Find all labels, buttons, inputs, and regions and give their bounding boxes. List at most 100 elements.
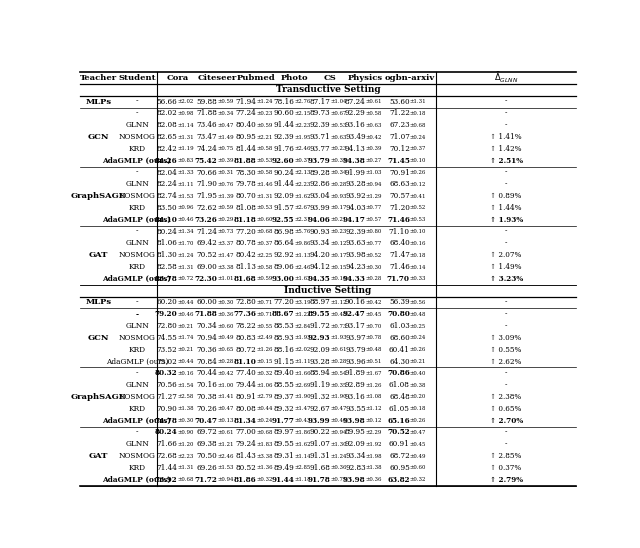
Text: ±0.90: ±0.90: [177, 430, 194, 435]
Text: -: -: [136, 227, 138, 236]
Text: 70.12: 70.12: [389, 145, 410, 153]
Text: ±0.72: ±0.72: [177, 276, 194, 281]
Text: -: -: [505, 98, 508, 106]
Text: ±0.47: ±0.47: [410, 430, 426, 435]
Text: ±0.28: ±0.28: [330, 359, 347, 364]
Text: 70.56: 70.56: [157, 381, 177, 389]
Text: -: -: [505, 381, 508, 389]
Text: ±0.76: ±0.76: [218, 182, 234, 187]
Text: ±0.48: ±0.48: [365, 347, 382, 352]
Text: 82.24: 82.24: [157, 180, 177, 189]
Text: ±1.31: ±1.31: [177, 265, 194, 270]
Text: 69.00: 69.00: [196, 263, 218, 271]
Text: ±0.55: ±0.55: [256, 324, 273, 329]
Text: ±0.36: ±0.36: [365, 477, 382, 482]
Text: 80.70: 80.70: [236, 192, 256, 200]
Text: ±0.14: ±0.14: [410, 265, 426, 270]
Text: ±0.71: ±0.71: [256, 300, 273, 305]
Text: 92.09: 92.09: [345, 440, 365, 448]
Text: ±0.23: ±0.23: [330, 146, 347, 151]
Text: 90.60: 90.60: [273, 110, 294, 117]
Text: ±1.36: ±1.36: [256, 465, 273, 470]
Text: 84.26: 84.26: [155, 157, 177, 165]
Text: AdaGMLP (ours): AdaGMLP (ours): [102, 216, 172, 224]
Text: 81.43: 81.43: [236, 452, 256, 460]
Text: 81.68: 81.68: [234, 275, 256, 283]
Text: GraphSAGE: GraphSAGE: [71, 192, 126, 200]
Text: 94.23: 94.23: [345, 263, 365, 271]
Text: ↑ 2.38%: ↑ 2.38%: [490, 393, 522, 401]
Text: -: -: [505, 310, 508, 318]
Text: ±1.49: ±1.49: [218, 135, 234, 140]
Text: ±1.24: ±1.24: [256, 99, 273, 104]
Text: 93.97: 93.97: [345, 334, 365, 342]
Text: ±0.34: ±0.34: [218, 111, 234, 116]
Text: 92.29: 92.29: [345, 110, 365, 117]
Text: ±0.20: ±0.20: [410, 395, 426, 399]
Text: 70.91: 70.91: [389, 169, 410, 176]
Text: 77.20: 77.20: [273, 299, 294, 306]
Text: 92.67: 92.67: [310, 405, 330, 413]
Text: ±0.58: ±0.58: [256, 170, 273, 175]
Text: -: -: [136, 98, 138, 106]
Text: 69.38: 69.38: [196, 440, 218, 448]
Text: 61.03: 61.03: [389, 322, 410, 330]
Text: ↑ 1.49%: ↑ 1.49%: [490, 263, 522, 271]
Text: ±2.13: ±2.13: [294, 170, 311, 175]
Text: ±0.21: ±0.21: [330, 217, 347, 222]
Text: 78.30: 78.30: [236, 169, 256, 176]
Text: Photo: Photo: [280, 74, 308, 82]
Text: 71.46: 71.46: [387, 216, 410, 224]
Text: ±0.29: ±0.29: [218, 217, 234, 222]
Text: KRD: KRD: [129, 263, 145, 271]
Text: ±1.47: ±1.47: [294, 406, 311, 412]
Text: 74.55: 74.55: [157, 334, 177, 342]
Text: AdaGMLP (ours): AdaGMLP (ours): [102, 157, 172, 165]
Text: 71.95: 71.95: [196, 192, 218, 200]
Text: ±0.39: ±0.39: [365, 146, 382, 151]
Text: 79.24: 79.24: [236, 440, 256, 448]
Text: ↑ 0.37%: ↑ 0.37%: [490, 464, 522, 472]
Text: 93.28: 93.28: [310, 357, 330, 366]
Text: ±2.46: ±2.46: [294, 265, 311, 270]
Text: 68.40: 68.40: [389, 239, 410, 247]
Text: ±0.46: ±0.46: [330, 418, 347, 423]
Text: 61.08: 61.08: [389, 381, 410, 389]
Text: ±0.60: ±0.60: [256, 217, 273, 222]
Text: ±0.67: ±0.67: [330, 111, 347, 116]
Text: 89.55: 89.55: [308, 310, 330, 318]
Text: AdaGMLP (ours): AdaGMLP (ours): [106, 357, 168, 366]
Text: 70.44: 70.44: [196, 369, 218, 378]
Text: 94.13: 94.13: [345, 145, 365, 153]
Text: ↑ 3.09%: ↑ 3.09%: [490, 334, 522, 342]
Text: 82.42: 82.42: [157, 145, 177, 153]
Text: ±0.23: ±0.23: [330, 229, 347, 234]
Text: AdaGMLP (ours): AdaGMLP (ours): [102, 275, 172, 283]
Text: ±0.10: ±0.10: [410, 229, 426, 234]
Text: 77.36: 77.36: [233, 310, 256, 318]
Text: ±0.48: ±0.48: [410, 312, 426, 317]
Text: ±0.16: ±0.16: [177, 371, 194, 376]
Text: ±2.25: ±2.25: [256, 253, 273, 258]
Text: ±0.63: ±0.63: [330, 135, 347, 140]
Text: ±1.01: ±1.01: [218, 276, 234, 281]
Text: ↑ 2.70%: ↑ 2.70%: [490, 416, 523, 425]
Text: ±0.32: ±0.32: [410, 477, 426, 482]
Text: ±0.59: ±0.59: [218, 206, 234, 210]
Text: 93.34: 93.34: [345, 452, 365, 460]
Text: ±0.75: ±0.75: [218, 146, 234, 151]
Text: ±0.54: ±0.54: [330, 371, 347, 376]
Text: 79.20: 79.20: [155, 310, 177, 318]
Text: ±0.68: ±0.68: [410, 123, 426, 128]
Text: 81.34: 81.34: [233, 416, 256, 425]
Text: 80.24: 80.24: [155, 429, 177, 436]
Text: ±0.41: ±0.41: [410, 193, 426, 198]
Text: -: -: [505, 369, 508, 378]
Text: 94.17: 94.17: [343, 216, 365, 224]
Text: ±0.46: ±0.46: [177, 217, 194, 222]
Text: ±0.45: ±0.45: [410, 442, 426, 447]
Text: ±0.33: ±0.33: [330, 158, 347, 163]
Text: -: -: [136, 429, 138, 436]
Text: ±2.46: ±2.46: [294, 146, 311, 151]
Text: ±0.33: ±0.33: [410, 276, 426, 281]
